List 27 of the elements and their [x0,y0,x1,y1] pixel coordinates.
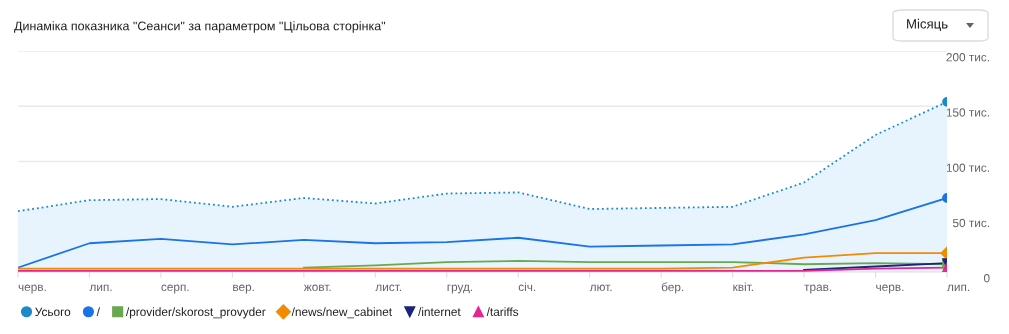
x-tick-label: черв. [18,284,46,294]
legend-label: /provider/skorost_provyder [125,307,266,319]
legend-label: /tariffs [486,307,519,317]
x-tick-label: трав. [804,284,832,294]
legend-label: /internet [418,307,461,317]
x-tick-label: лип. [89,284,112,292]
chart-title: Динаміка показника "Сеанси" за параметром "Цільова сторінка" [14,21,386,33]
y-tick-label: 0 [983,274,990,283]
legend-label: /news/new_cabinet [291,307,392,319]
x-tick-label: бер. [661,282,684,294]
x-tick-label: серп. [161,284,189,294]
y-tick-label: 100 тис. [946,163,989,172]
x-tick-label: лют. [589,284,612,292]
y-tick-label: 200 тис. [946,53,989,62]
x-tick-label: вер. [233,284,254,294]
legend-label: Усього [35,307,71,317]
x-tick-label: жовт. [303,284,331,292]
x-tick-label: черв. [876,284,904,294]
text: Місяць [907,18,948,32]
y-tick-label: 150 тис. [946,108,989,117]
legend-label: / [96,307,100,317]
x-tick-label: січ. [518,282,536,292]
y-tick-label: 50 тис. [952,218,989,228]
x-tick-label: груд. [447,284,473,294]
x-tick-label: лист. [375,284,401,292]
x-tick-label: квіт. [733,282,753,291]
x-tick-label: лип. [947,284,970,292]
